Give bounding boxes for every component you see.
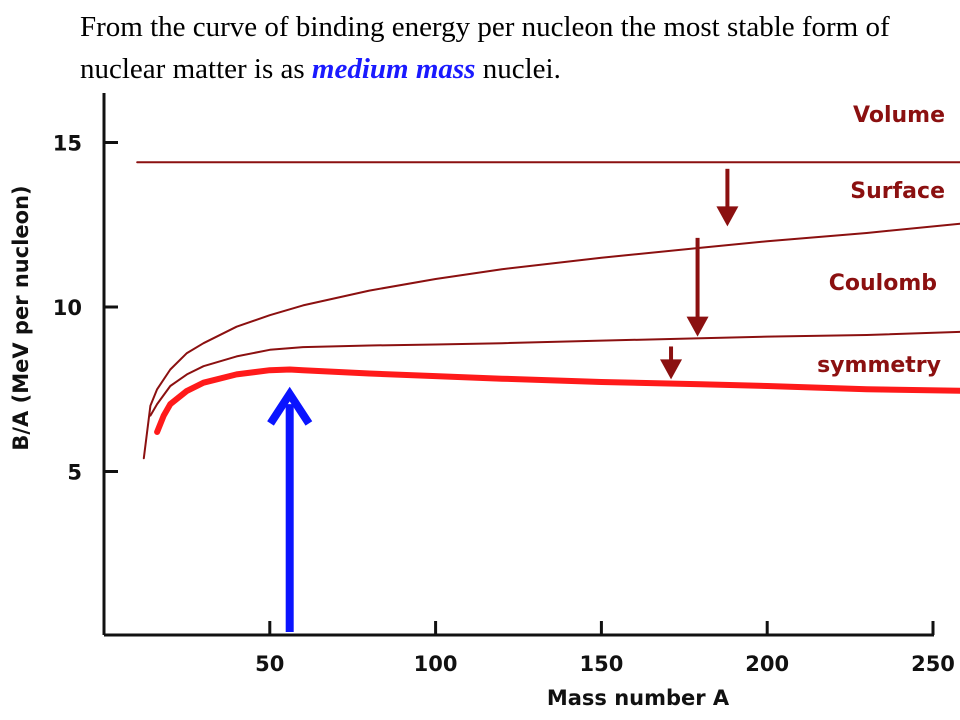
series-label-volume: Volume — [853, 103, 945, 128]
x-axis-title: Mass number A — [547, 686, 730, 710]
y-tick-label-5: 5 — [67, 461, 82, 485]
series-label-surface: Surface — [850, 179, 945, 204]
series-label-coulomb: Coulomb — [829, 271, 937, 296]
curve-coulomb — [149, 330, 960, 417]
down-arrow-head-0 — [716, 206, 739, 227]
caption-text-end: nuclei. — [475, 53, 561, 85]
y-tick-label-15: 15 — [53, 132, 82, 156]
x-tick-label-100: 100 — [414, 652, 458, 676]
down-arrow-head-1 — [686, 316, 709, 337]
caption-emphasis: medium mass — [311, 53, 476, 85]
x-tick-label-50: 50 — [255, 652, 284, 676]
x-tick-label-150: 150 — [579, 652, 623, 676]
down-arrow-head-2 — [660, 359, 683, 380]
arrows — [267, 168, 739, 632]
y-axis-title: B/A (MeV per nucleon) — [9, 185, 33, 450]
axes — [102, 93, 934, 637]
series-label-symmetry: symmetry — [817, 353, 941, 378]
series-labels: Volume Surface Coulomb symmetry — [817, 103, 945, 378]
caption-text-start: From the curve of binding energy per nuc… — [80, 11, 890, 85]
caption: From the curve of binding energy per nuc… — [80, 6, 940, 90]
pointer-arrow-head — [267, 386, 313, 426]
x-tick-label-250: 250 — [911, 652, 955, 676]
curves — [136, 161, 960, 460]
curve-symmetry — [154, 366, 960, 435]
y-tick-label-10: 10 — [53, 296, 82, 320]
ticks: 50 100 150 200 250 5 10 15 — [53, 132, 955, 677]
x-tick-label-200: 200 — [745, 652, 789, 676]
curve-surface — [142, 222, 960, 460]
